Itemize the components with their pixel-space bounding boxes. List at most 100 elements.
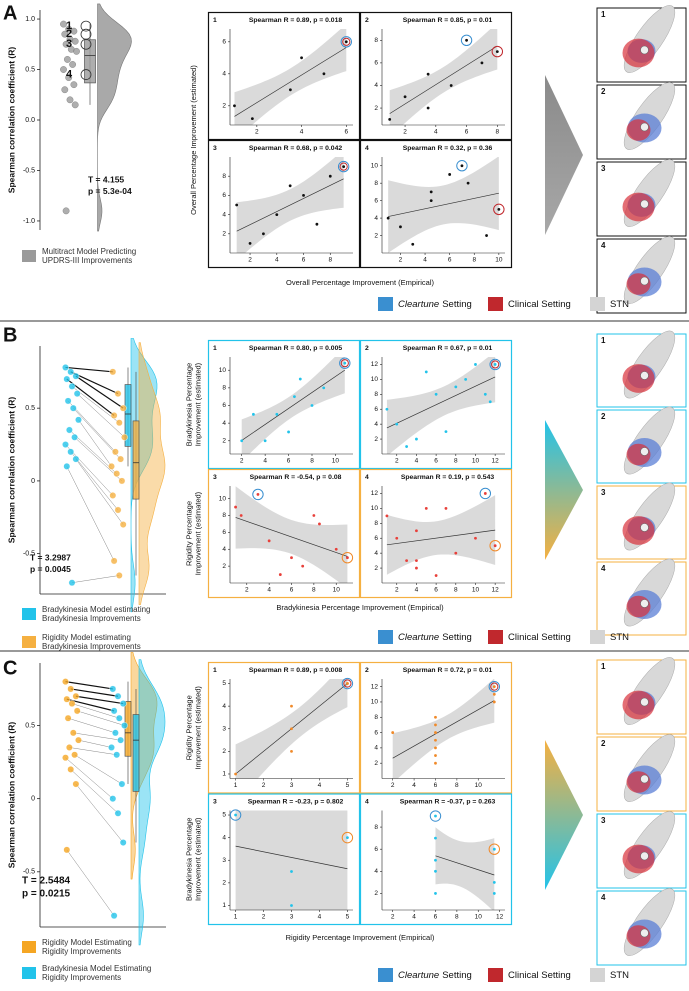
scatter-point <box>492 685 496 689</box>
violin <box>138 342 166 605</box>
highlight-ring <box>489 358 501 371</box>
y-tick-label: 2 <box>222 103 226 110</box>
legend-label: Clinical Setting <box>508 632 571 643</box>
x-tick-label: 6 <box>302 257 306 264</box>
x-axis-label: Bradykinesia Percentage Improvement (Emp… <box>276 603 444 612</box>
violin-point <box>73 390 81 398</box>
scatter-point <box>405 559 408 563</box>
scatter-point <box>302 194 305 197</box>
x-tick-label: 5 <box>346 914 350 921</box>
scatter-point <box>495 50 499 53</box>
violin-point <box>114 390 122 398</box>
legend-label: Bradykinesia Improvements <box>42 642 141 651</box>
scatter-point <box>434 754 437 757</box>
x-tick-label: 8 <box>328 257 332 264</box>
violin-point <box>70 81 78 89</box>
render-image: 2 <box>596 734 687 812</box>
electrode <box>640 928 649 938</box>
fit-line <box>386 376 496 429</box>
subplot-number: 2 <box>365 667 369 674</box>
y-tick-label: 0.5 <box>25 66 35 73</box>
x-tick-label: 4 <box>434 129 438 136</box>
violin-point <box>119 521 127 528</box>
x-tick-label: 10 <box>475 782 483 789</box>
pair-line <box>77 710 125 726</box>
subplot-frame <box>207 468 361 599</box>
x-tick-label: 6 <box>344 129 348 136</box>
subplot-frame <box>359 468 513 599</box>
y-axis-label: Rigidity Percentage <box>184 501 193 566</box>
subplot-frame <box>207 661 361 794</box>
y-axis-label: Spearman correlation coefficient (R) <box>6 722 16 869</box>
x-tick-label: 8 <box>454 458 458 465</box>
fit-line <box>236 178 344 232</box>
scatter-point <box>262 232 265 236</box>
annotation-ring <box>80 38 92 50</box>
x-tick-label: 2 <box>245 587 249 594</box>
box <box>84 39 96 84</box>
render-image: 2 <box>596 406 687 484</box>
violin <box>97 3 132 232</box>
scatter-point <box>411 242 415 246</box>
pair-line <box>70 769 119 814</box>
legend-label: Bradykinesia Model Estimating <box>42 964 151 973</box>
scatter-point <box>385 514 389 518</box>
x-tick-label: 4 <box>412 914 416 921</box>
y-tick-label: 6 <box>374 535 378 542</box>
violin-point <box>64 397 72 405</box>
x-tick-label: 3 <box>290 914 294 921</box>
x-tick-label: 5 <box>346 782 350 789</box>
pair-line <box>75 695 124 705</box>
legend-label: Clinical Setting <box>508 299 571 310</box>
scatter-point <box>288 88 292 92</box>
y-tick-label: 8 <box>374 180 378 187</box>
scatter-point <box>301 564 305 568</box>
y-tick-label: 6 <box>222 192 226 199</box>
x-tick-label: 4 <box>423 257 427 264</box>
scatter-point <box>310 404 314 407</box>
violin-point <box>121 433 128 441</box>
image-number: 3 <box>601 164 606 173</box>
scatter-point <box>460 164 464 168</box>
subplot-title: Spearman R = 0.68, p = 0.042 <box>249 145 343 152</box>
highlight-ring <box>341 677 354 690</box>
scatter-point <box>328 174 332 178</box>
y-tick-label: 2 <box>222 748 226 755</box>
annotation-ring <box>80 69 92 80</box>
x-tick-label: 10 <box>495 257 503 264</box>
violin-point <box>118 477 126 485</box>
stat-text: p = 0.0215 <box>22 889 71 900</box>
scatter-point <box>474 363 477 366</box>
y-tick-label: 4 <box>222 546 226 553</box>
scatter-point <box>497 207 501 211</box>
scatter-point <box>399 225 402 229</box>
annotation-label: 2 <box>66 28 72 40</box>
scatter-point <box>415 566 418 570</box>
violin-point <box>73 707 81 715</box>
y-tick-label: 6 <box>374 406 378 413</box>
pair-line <box>71 703 120 719</box>
violin-point <box>119 700 127 707</box>
violin-point <box>117 736 125 744</box>
subplot-frame <box>207 793 361 926</box>
scatter-point <box>293 395 296 399</box>
violin-point <box>72 780 80 788</box>
y-tick-label: 2 <box>374 232 378 239</box>
render-image: 1 <box>596 5 687 83</box>
violin-point <box>72 692 80 700</box>
image-number: 4 <box>601 893 606 902</box>
highlight-ring <box>479 487 492 500</box>
x-tick-label: 2 <box>399 257 403 264</box>
subplot-title: Spearman R = 0.89, p = 0.008 <box>249 667 343 674</box>
violin-point <box>69 61 77 68</box>
image-number: 2 <box>601 739 606 748</box>
violin-point <box>110 412 118 419</box>
highlight-ring <box>491 45 504 58</box>
box <box>124 701 132 757</box>
clinical-volume <box>622 364 655 393</box>
image-number: 2 <box>601 412 606 421</box>
clinical-volume <box>622 844 655 874</box>
scatter-point <box>444 430 448 434</box>
violin-point <box>110 557 118 565</box>
violin-point <box>68 382 76 390</box>
